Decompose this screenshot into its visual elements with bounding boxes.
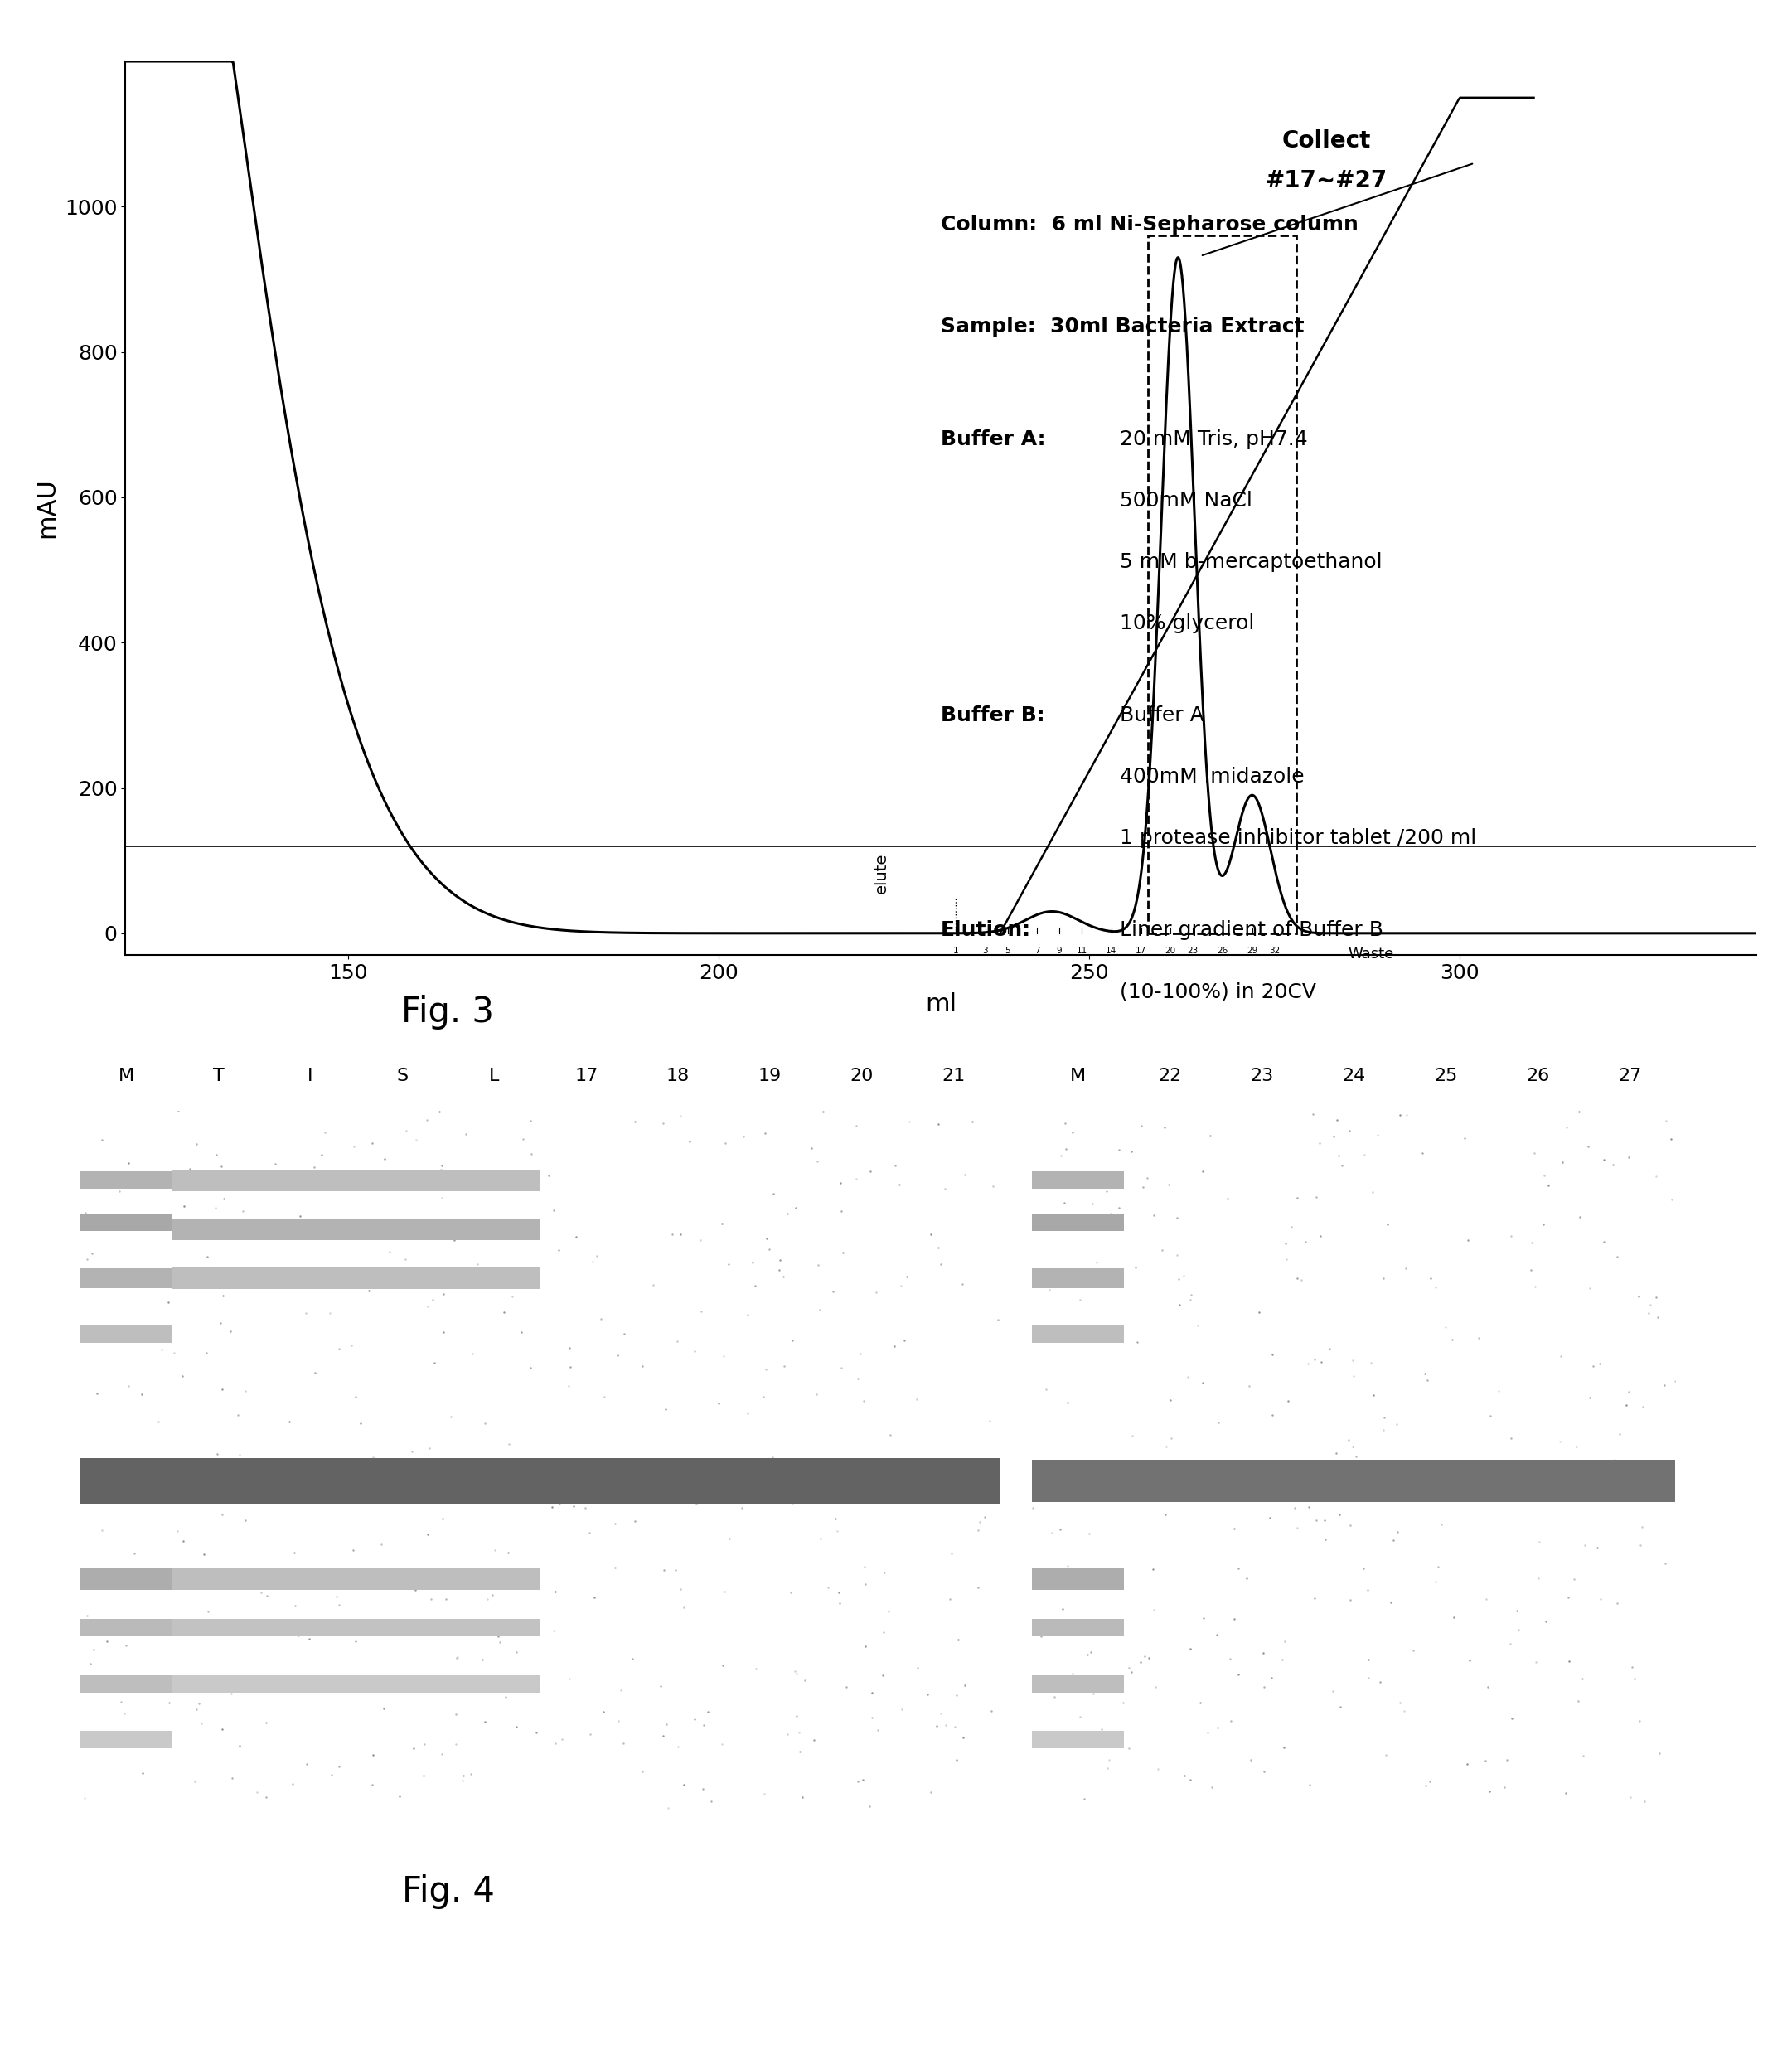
- Bar: [172, 1268, 539, 1288]
- Text: Liner gradient of Buffer B: Liner gradient of Buffer B: [1120, 920, 1383, 941]
- Bar: [81, 1569, 172, 1589]
- Text: 23: 23: [1188, 947, 1199, 955]
- Bar: [1032, 1213, 1124, 1231]
- Bar: [172, 1569, 539, 1589]
- Text: 1: 1: [953, 947, 959, 955]
- Text: 21: 21: [943, 1067, 966, 1084]
- Text: 26: 26: [1527, 1067, 1550, 1084]
- Text: 24: 24: [1342, 1067, 1366, 1084]
- Text: 9: 9: [1057, 947, 1063, 955]
- Bar: [81, 1458, 1000, 1503]
- Bar: [81, 1213, 172, 1231]
- Bar: [81, 1620, 172, 1636]
- Text: 500mM NaCl: 500mM NaCl: [1120, 491, 1253, 511]
- Bar: [81, 1732, 172, 1748]
- Text: Column:  6 ml Ni-Sepharose column: Column: 6 ml Ni-Sepharose column: [941, 215, 1358, 235]
- Text: Fig. 4: Fig. 4: [401, 1873, 495, 1910]
- Bar: [1032, 1268, 1124, 1288]
- Text: 10% glycerol: 10% glycerol: [1120, 614, 1254, 634]
- Text: Buffer B:: Buffer B:: [941, 706, 1045, 726]
- Bar: [1032, 1732, 1124, 1748]
- Bar: [1149, 235, 1297, 933]
- Text: 14: 14: [1106, 947, 1116, 955]
- Text: Elution:: Elution:: [941, 920, 1030, 941]
- Text: L: L: [489, 1067, 500, 1084]
- Text: I: I: [308, 1067, 314, 1084]
- Text: S: S: [396, 1067, 409, 1084]
- Bar: [172, 1219, 539, 1239]
- Text: M: M: [1070, 1067, 1086, 1084]
- Text: Sample:  30ml Bacteria Extract: Sample: 30ml Bacteria Extract: [941, 317, 1305, 337]
- Bar: [172, 1620, 539, 1636]
- Bar: [1032, 1675, 1124, 1693]
- Text: 27: 27: [1618, 1067, 1641, 1084]
- Text: 7: 7: [1034, 947, 1039, 955]
- Text: 1 protease inhibitor tablet /200 ml: 1 protease inhibitor tablet /200 ml: [1120, 828, 1477, 849]
- Text: 17: 17: [1136, 947, 1147, 955]
- Bar: [1032, 1460, 1676, 1503]
- Text: 11: 11: [1077, 947, 1088, 955]
- Bar: [1032, 1172, 1124, 1188]
- Text: 20 mM Tris, pH7.4: 20 mM Tris, pH7.4: [1120, 429, 1308, 450]
- Text: 20: 20: [1165, 947, 1176, 955]
- Text: T: T: [213, 1067, 224, 1084]
- Text: M: M: [118, 1067, 134, 1084]
- Bar: [1032, 1569, 1124, 1589]
- Bar: [81, 1325, 172, 1344]
- Text: 400mM Imidazole: 400mM Imidazole: [1120, 767, 1305, 787]
- Text: 26: 26: [1217, 947, 1228, 955]
- Text: 5: 5: [1005, 947, 1011, 955]
- Bar: [81, 1675, 172, 1693]
- Bar: [81, 1172, 172, 1188]
- Text: 29: 29: [1247, 947, 1258, 955]
- Text: Waste: Waste: [1349, 947, 1394, 961]
- Text: 19: 19: [758, 1067, 781, 1084]
- Text: 25: 25: [1434, 1067, 1457, 1084]
- Text: 32: 32: [1269, 947, 1279, 955]
- Text: #17~#27: #17~#27: [1265, 170, 1387, 192]
- Text: Buffer A:: Buffer A:: [941, 429, 1047, 450]
- Text: 22: 22: [1158, 1067, 1181, 1084]
- Bar: [81, 1268, 172, 1288]
- Bar: [1032, 1325, 1124, 1344]
- Text: 23: 23: [1251, 1067, 1274, 1084]
- Bar: [1032, 1620, 1124, 1636]
- Text: 20: 20: [849, 1067, 874, 1084]
- Bar: [172, 1675, 539, 1693]
- Text: 5 mM b-mercaptoethanol: 5 mM b-mercaptoethanol: [1120, 552, 1382, 573]
- Text: elute: elute: [874, 853, 889, 894]
- X-axis label: ml: ml: [925, 992, 957, 1016]
- Text: Buffer A: Buffer A: [1120, 706, 1204, 726]
- Text: 17: 17: [575, 1067, 599, 1084]
- Bar: [172, 1170, 539, 1190]
- Text: 18: 18: [667, 1067, 690, 1084]
- Y-axis label: mAU: mAU: [36, 479, 59, 538]
- Text: Collect: Collect: [1281, 129, 1371, 151]
- Text: Fig. 3: Fig. 3: [401, 994, 495, 1031]
- Text: 3: 3: [982, 947, 987, 955]
- Text: (10-100%) in 20CV: (10-100%) in 20CV: [1120, 982, 1317, 1002]
